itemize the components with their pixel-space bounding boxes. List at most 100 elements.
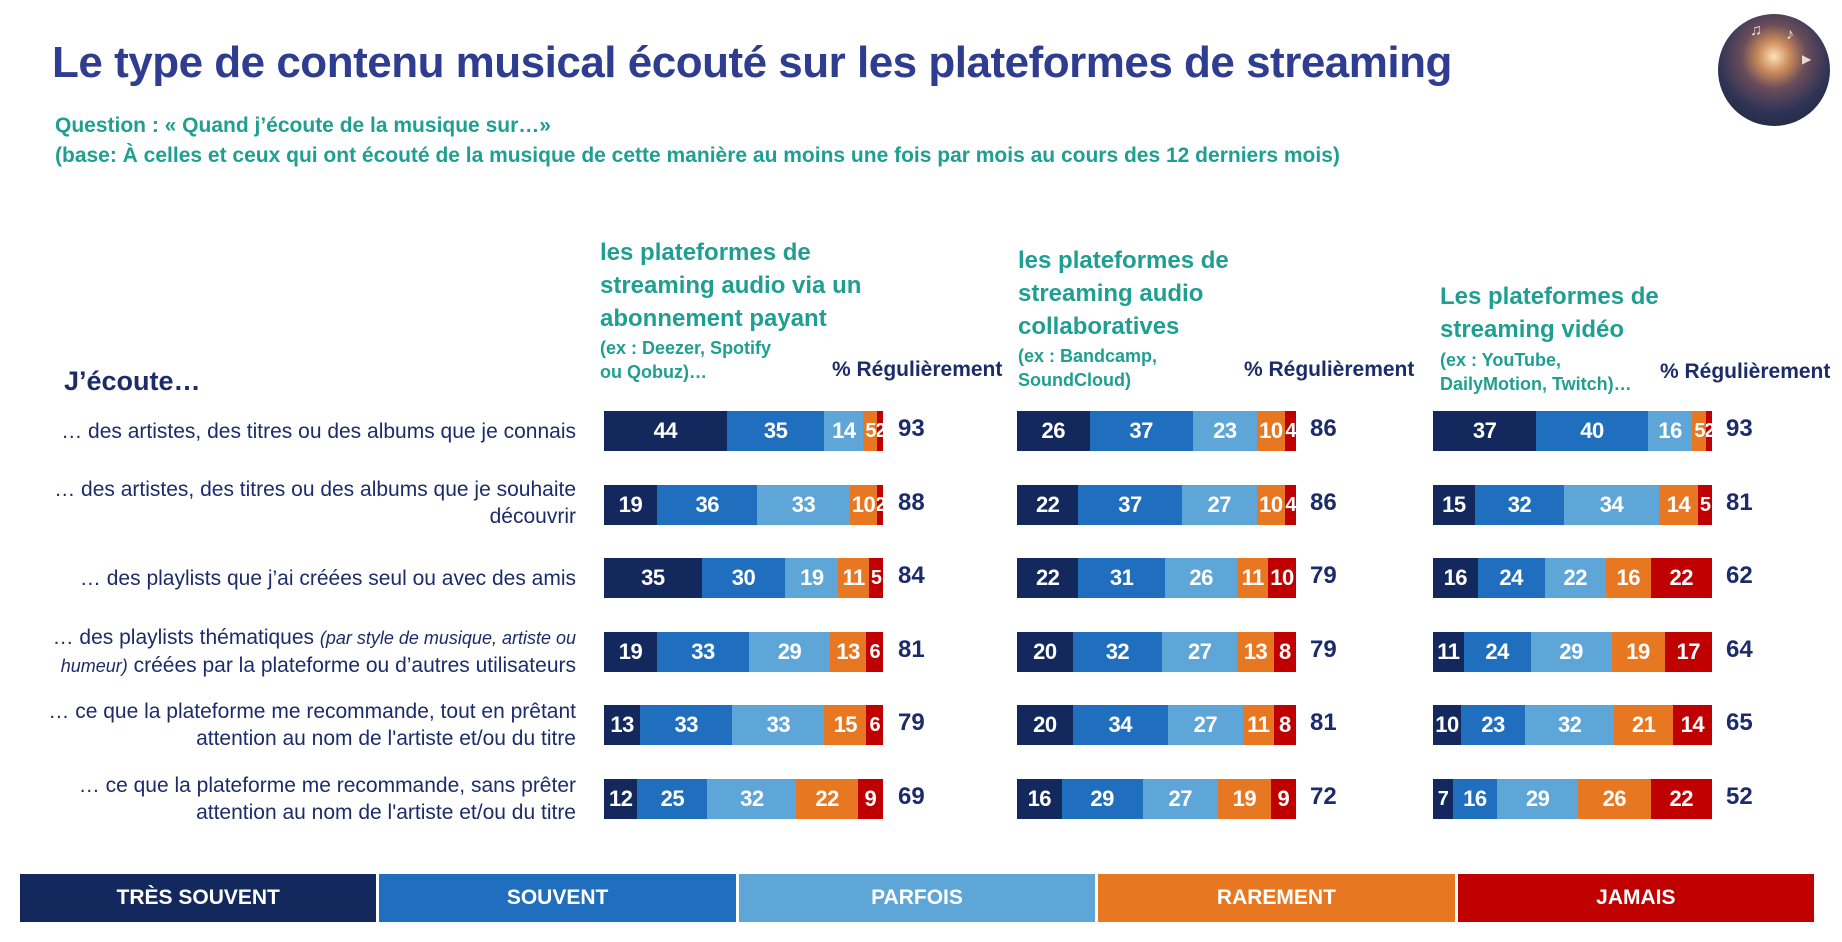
legend-rarement: RAREMENT: [1098, 874, 1455, 922]
regulierement-value: 93: [1726, 415, 1753, 442]
bar-panel3-row1: 37 40 16 5 2: [1433, 411, 1712, 451]
bar-segment: 10: [1433, 705, 1461, 745]
bar-segment: 19: [604, 632, 657, 672]
bar-segment: 11: [1433, 632, 1464, 672]
bar-segment: 29: [749, 632, 830, 672]
bar-segment: 25: [637, 779, 708, 819]
bar-segment: 29: [1530, 632, 1612, 672]
bar-segment: 16: [1647, 411, 1693, 451]
bar-segment: 4: [1284, 411, 1296, 451]
bar-panel2-row3: 22 31 26 11 10: [1017, 558, 1296, 598]
bar-panel3-row4: 11 24 29 19 17: [1433, 632, 1712, 672]
bar-segment: 14: [824, 411, 864, 451]
bar-segment: 5: [863, 411, 878, 451]
bar-segment: 33: [640, 705, 733, 745]
regulierement-value: 88: [898, 489, 925, 516]
legend: TRÈS SOUVENT SOUVENT PARFOIS RAREMENT JA…: [20, 874, 1815, 922]
panel-1-reg-header: % Régulièrement: [832, 358, 1003, 381]
bar-segment: 27: [1142, 779, 1218, 819]
legend-jamais: JAMAIS: [1457, 874, 1815, 922]
bar-segment: 15: [1433, 485, 1475, 525]
panel-3-reg-header: % Régulièrement: [1660, 360, 1831, 383]
bar-segment: 13: [604, 705, 641, 745]
bar-segment: 9: [1270, 779, 1296, 819]
bar-segment: 27: [1181, 485, 1257, 525]
bar-segment: 6: [866, 632, 883, 672]
row-label-2: … des artistes, des titres ou des albums…: [54, 478, 576, 528]
bar-segment: 35: [604, 558, 702, 598]
bar-segment: 20: [1017, 632, 1073, 672]
bar-segment: 33: [757, 485, 850, 525]
panel-3-examples: (ex : YouTube, DailyMotion, Twitch)…: [1440, 350, 1632, 394]
regulierement-value: 84: [898, 562, 925, 589]
regulierement-value: 72: [1310, 783, 1337, 810]
regulierement-value: 64: [1726, 636, 1753, 663]
bar-segment: 8: [1273, 632, 1296, 672]
panel-1-title: les plateformes de streaming audio via u…: [600, 239, 862, 332]
bar-panel3-row3: 16 24 22 16 22: [1433, 558, 1712, 598]
bar-segment: 16: [1605, 558, 1651, 598]
bar-segment: 37: [1433, 411, 1537, 451]
row-label-1: … des artistes, des titres ou des albums…: [61, 420, 576, 443]
bar-panel2-row4: 20 32 27 13 8: [1017, 632, 1296, 672]
concert-photo-icon: ♫ ♪ ▶: [1718, 14, 1830, 126]
regulierement-value: 62: [1726, 562, 1753, 589]
row-label-4: … des playlists thématiques (par style d…: [52, 626, 576, 677]
bar-segment: 32: [1072, 632, 1163, 672]
bar-segment: 37: [1089, 411, 1193, 451]
bar-segment: 5: [869, 558, 883, 598]
bar-segment: 36: [657, 485, 758, 525]
panel-1-examples: (ex : Deezer, Spotify ou Qobuz)…: [600, 338, 772, 382]
regulierement-value: 81: [1726, 489, 1753, 516]
bar-segment: 32: [1525, 705, 1615, 745]
bar-segment: 2: [877, 411, 883, 451]
bar-segment: 33: [657, 632, 750, 672]
bar-segment: 10: [1256, 411, 1285, 451]
bar-segment: 14: [1672, 705, 1712, 745]
bar-segment: 5: [1692, 411, 1707, 451]
bar-panel1-row6: 12 25 32 22 9: [604, 779, 883, 819]
bar-segment: 27: [1167, 705, 1243, 745]
bar-segment: 29: [1061, 779, 1143, 819]
bar-segment: 6: [866, 705, 883, 745]
bar-segment: 2: [877, 485, 883, 525]
bar-segment: 35: [726, 411, 825, 451]
bar-panel1-row2: 19 36 33 10 2: [604, 485, 883, 525]
row-label-3: … des playlists que j’ai créées seul ou …: [79, 567, 576, 590]
bar-panel3-row2: 15 32 34 14 5: [1433, 485, 1712, 525]
panel-2-title: les plateformes de streaming audio colla…: [1018, 247, 1229, 340]
bar-panel2-row6: 16 29 27 19 9: [1017, 779, 1296, 819]
bar-panel1-row5: 13 33 33 15 6: [604, 705, 883, 745]
bar-segment: 19: [1217, 779, 1271, 819]
row-label-6: … ce que la plateforme me recommande, sa…: [78, 774, 576, 824]
regulierement-value: 81: [898, 636, 925, 663]
question-text: Question : « Quand j’écoute de la musiqu…: [55, 114, 551, 137]
regulierement-value: 69: [898, 783, 925, 810]
regulierement-value: 52: [1726, 783, 1753, 810]
bar-segment: 22: [1544, 558, 1606, 598]
legend-tres-souvent: TRÈS SOUVENT: [20, 874, 377, 922]
bar-segment: 19: [785, 558, 839, 598]
base-note: (base: À celles et ceux qui ont écouté d…: [55, 144, 1340, 167]
bar-segment: 31: [1078, 558, 1165, 598]
bar-segment: 19: [604, 485, 657, 525]
bar-segment: 17: [1664, 632, 1712, 672]
bar-segment: 16: [1433, 558, 1478, 598]
bar-segment: 33: [732, 705, 825, 745]
bar-segment: 14: [1658, 485, 1699, 525]
bar-segment: 22: [1650, 558, 1712, 598]
bar-segment: 20: [1017, 705, 1073, 745]
bar-segment: 32: [1474, 485, 1565, 525]
row-label-5: … ce que la plateforme me recommande, to…: [48, 700, 576, 750]
regulierement-value: 93: [898, 415, 925, 442]
bar-segment: 37: [1078, 485, 1182, 525]
bar-segment: 15: [824, 705, 867, 745]
bar-segment: 23: [1192, 411, 1257, 451]
regulierement-value: 86: [1310, 489, 1337, 516]
bar-segment: 26: [1164, 558, 1238, 598]
bar-segment: 2: [1706, 411, 1712, 451]
bar-segment: 34: [1072, 705, 1168, 745]
regulierement-value: 86: [1310, 415, 1337, 442]
bar-segment: 30: [701, 558, 786, 598]
bar-segment: 16: [1017, 779, 1062, 819]
